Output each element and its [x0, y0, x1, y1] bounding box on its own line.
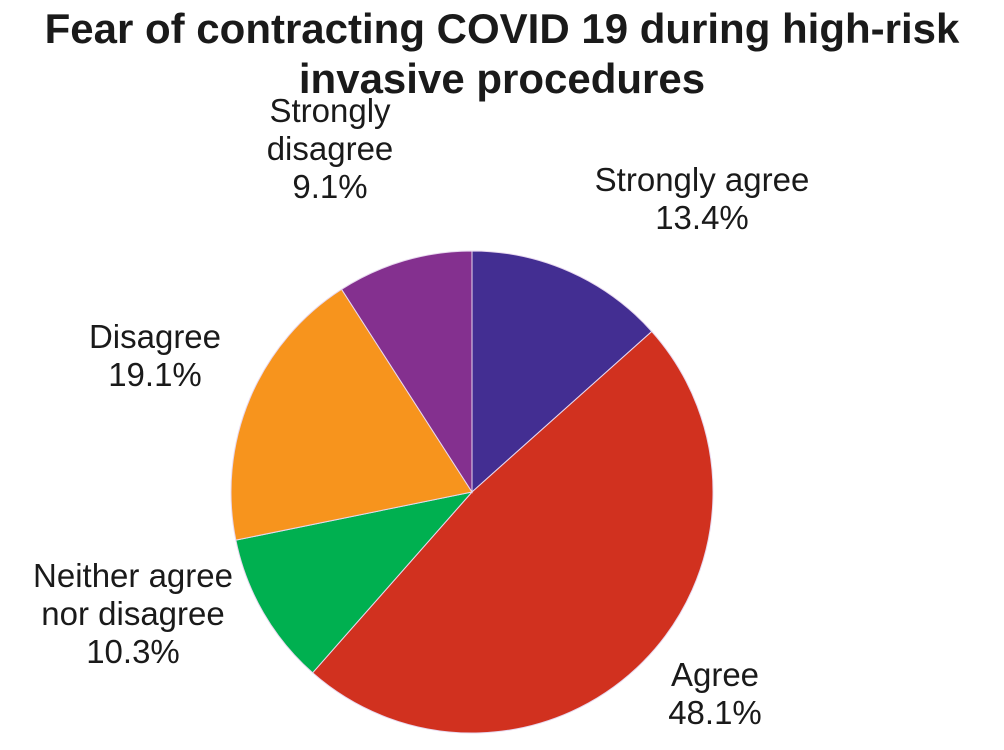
- pie-slice-strongly-agree: [471, 250, 653, 494]
- slice-name-label: Disagree: [89, 318, 221, 355]
- chart-title-line-2: invasive procedures: [298, 55, 706, 102]
- pie-slice-strongly-disagree: [340, 250, 473, 494]
- slice-name-label: Neither agree: [33, 557, 233, 594]
- slice-name-label: nor disagree: [41, 595, 224, 632]
- chart-title-line-1: Fear of contracting COVID 19 during high…: [44, 5, 960, 52]
- slice-value-label: 19.1%: [108, 356, 202, 393]
- slice-value-label: 13.4%: [655, 199, 749, 236]
- slice-label-strongly-disagree: Strongly disagree 9.1%: [267, 92, 394, 205]
- slice-label-disagree: Disagree 19.1%: [89, 318, 221, 393]
- slice-value-label: 10.3%: [86, 633, 180, 670]
- slice-name-label: Agree: [671, 656, 759, 693]
- slice-name-label: Strongly: [269, 92, 391, 129]
- slice-value-label: 48.1%: [668, 694, 762, 731]
- slice-name-label: disagree: [267, 130, 394, 167]
- slice-label-strongly-agree: Strongly agree 13.4%: [595, 161, 810, 236]
- slice-label-neither-agree-nor-disagree: Neither agree nor disagree 10.3%: [33, 557, 233, 670]
- pie-slice-disagree: [230, 288, 473, 541]
- slice-value-label: 9.1%: [292, 168, 367, 205]
- slice-label-agree: Agree 48.1%: [668, 656, 762, 731]
- pie-slice-agree: [311, 330, 714, 734]
- pie-slice-neither-agree-nor-disagree: [235, 491, 474, 674]
- slice-name-label: Strongly agree: [595, 161, 810, 198]
